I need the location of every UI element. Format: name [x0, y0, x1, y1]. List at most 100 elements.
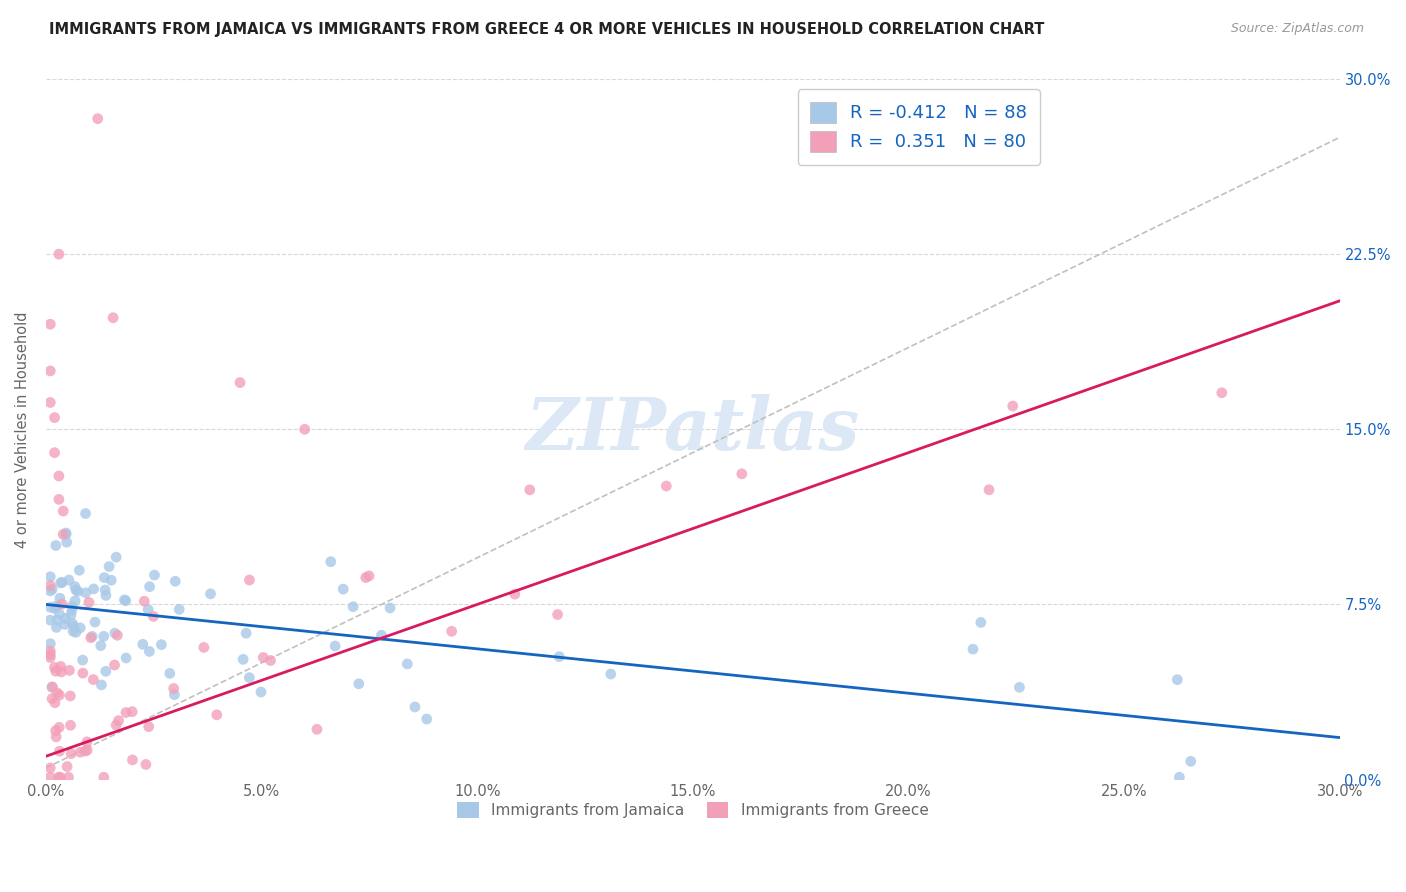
Text: IMMIGRANTS FROM JAMAICA VS IMMIGRANTS FROM GREECE 4 OR MORE VEHICLES IN HOUSEHOL: IMMIGRANTS FROM JAMAICA VS IMMIGRANTS FR…	[49, 22, 1045, 37]
Point	[45, 620, 67, 634]
Point	[138, 580, 160, 594]
Point	[41, 582, 63, 597]
Point	[72, 653, 94, 667]
Point	[655, 479, 678, 493]
Point	[114, 593, 136, 607]
Point	[121, 753, 143, 767]
Point	[100, 574, 122, 588]
Point	[59, 718, 82, 732]
Point	[41, 680, 63, 694]
Point	[142, 609, 165, 624]
Point	[48, 607, 70, 621]
Point	[82, 673, 104, 687]
Text: Source: ZipAtlas.com: Source: ZipAtlas.com	[1230, 22, 1364, 36]
Point	[357, 569, 380, 583]
Point	[46, 613, 69, 627]
Point	[65, 583, 87, 598]
Point	[80, 631, 103, 645]
Point	[39, 570, 62, 584]
Point	[205, 707, 228, 722]
Point	[39, 583, 62, 598]
Point	[159, 666, 181, 681]
Point	[69, 745, 91, 759]
Point	[416, 712, 439, 726]
Y-axis label: 4 or more Vehicles in Household: 4 or more Vehicles in Household	[15, 311, 30, 548]
Point	[58, 770, 80, 784]
Point	[55, 535, 77, 549]
Point	[44, 696, 66, 710]
Point	[252, 650, 274, 665]
Point	[90, 678, 112, 692]
Point	[105, 718, 128, 732]
Point	[370, 628, 392, 642]
Point	[49, 659, 72, 673]
Point	[72, 666, 94, 681]
Point	[58, 664, 80, 678]
Point	[105, 628, 128, 642]
Point	[76, 735, 98, 749]
Point	[323, 639, 346, 653]
Point	[332, 582, 354, 596]
Point	[48, 720, 70, 734]
Point	[138, 720, 160, 734]
Point	[48, 492, 70, 507]
Point	[229, 376, 252, 390]
Point	[548, 649, 571, 664]
Point	[1180, 754, 1202, 768]
Point	[136, 602, 159, 616]
Point	[83, 582, 105, 596]
Point	[39, 650, 62, 665]
Point	[1211, 385, 1233, 400]
Point	[67, 563, 90, 577]
Point	[75, 744, 97, 758]
Point	[65, 625, 87, 640]
Point	[46, 686, 69, 700]
Point	[45, 730, 67, 744]
Point	[138, 644, 160, 658]
Point	[48, 744, 70, 758]
Point	[48, 469, 70, 483]
Point	[60, 603, 83, 617]
Point	[404, 700, 426, 714]
Point	[519, 483, 541, 497]
Point	[51, 575, 73, 590]
Point	[1008, 681, 1031, 695]
Point	[150, 638, 173, 652]
Point	[132, 637, 155, 651]
Point	[165, 574, 187, 589]
Point	[66, 584, 89, 599]
Point	[143, 568, 166, 582]
Legend: Immigrants from Jamaica, Immigrants from Greece: Immigrants from Jamaica, Immigrants from…	[451, 797, 935, 824]
Point	[59, 689, 82, 703]
Point	[259, 653, 281, 667]
Point	[59, 608, 82, 623]
Point	[87, 112, 110, 126]
Point	[44, 410, 66, 425]
Point	[51, 597, 73, 611]
Point	[167, 602, 190, 616]
Point	[547, 607, 569, 622]
Point	[75, 507, 97, 521]
Point	[39, 395, 62, 409]
Text: ZIPatlas: ZIPatlas	[526, 393, 860, 465]
Point	[599, 667, 621, 681]
Point	[62, 616, 84, 631]
Point	[39, 761, 62, 775]
Point	[977, 483, 1000, 497]
Point	[1168, 770, 1191, 784]
Point	[319, 555, 342, 569]
Point	[48, 688, 70, 702]
Point	[238, 671, 260, 685]
Point	[55, 526, 77, 541]
Point	[163, 688, 186, 702]
Point	[84, 615, 107, 629]
Point	[503, 587, 526, 601]
Point	[970, 615, 993, 630]
Point	[39, 648, 62, 662]
Point	[90, 639, 112, 653]
Point	[347, 677, 370, 691]
Point	[94, 665, 117, 679]
Point	[53, 617, 76, 632]
Point	[39, 770, 62, 784]
Point	[121, 705, 143, 719]
